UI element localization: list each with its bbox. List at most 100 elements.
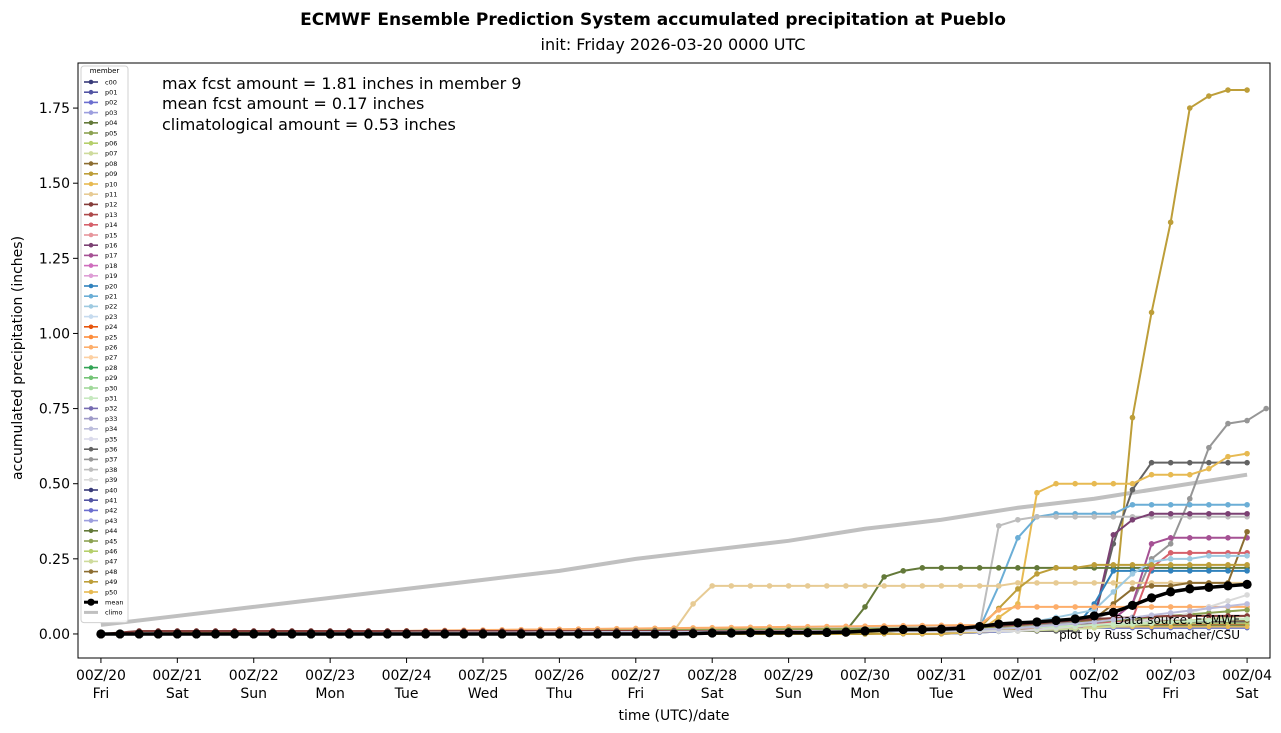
plot-frame	[77, 62, 1271, 659]
x-tick-label-day: Mon	[315, 686, 345, 702]
legend-entry-p13: p13	[84, 211, 117, 219]
plot-area	[96, 87, 1269, 639]
point-p11	[900, 583, 907, 589]
legend-entry-p08: p08	[84, 160, 117, 168]
mean-point	[1223, 581, 1233, 591]
legend-marker	[88, 232, 94, 238]
point-p21	[1206, 501, 1212, 508]
legend-label: p32	[105, 405, 117, 413]
point-p11	[690, 601, 696, 607]
legend-entry-p20: p20	[84, 282, 117, 290]
point-p10	[1110, 480, 1117, 487]
legend-label: p44	[105, 527, 117, 535]
point-p22	[1225, 553, 1231, 559]
point-p14	[1167, 550, 1174, 556]
point-p09	[1167, 219, 1174, 226]
mean-point	[440, 629, 450, 639]
point-p11	[919, 583, 926, 589]
point-p49	[1053, 565, 1059, 571]
point-p50	[1244, 624, 1250, 630]
legend-entry-p04: p04	[84, 119, 117, 127]
point-p16	[1129, 516, 1136, 523]
legend-entry-p25: p25	[84, 333, 117, 341]
legend-entry-p06: p06	[84, 140, 117, 148]
mean-point	[764, 628, 775, 638]
legend-entry-p42: p42	[84, 507, 117, 515]
x-tick-label-time: 00Z/03	[1146, 668, 1196, 684]
point-p10	[1129, 480, 1136, 487]
legend-label: p40	[105, 486, 117, 494]
y-tick-label: 0.25	[39, 552, 70, 568]
legend-marker	[88, 559, 94, 564]
legend-marker	[88, 477, 94, 483]
legend-label: p28	[105, 364, 117, 372]
legend-label: mean	[105, 599, 123, 607]
point-p37	[1206, 444, 1212, 451]
x-tick-label-time: 00Z/22	[229, 668, 279, 684]
point-p45	[1244, 607, 1250, 613]
point-p22	[1206, 553, 1212, 559]
point-p34	[1206, 605, 1212, 612]
legend-entry-c00: c00	[84, 78, 117, 86]
legend-entry-p44: p44	[84, 527, 117, 535]
legend-marker	[88, 140, 94, 146]
point-p16	[1225, 510, 1231, 517]
legend-marker	[88, 334, 94, 340]
legend-entry-p01: p01	[84, 89, 117, 97]
legend-label: p35	[105, 435, 117, 443]
legend-marker	[88, 538, 94, 544]
legend-label: p48	[105, 568, 117, 576]
legend-label: p10	[105, 180, 117, 188]
mean-point	[134, 629, 144, 639]
point-p17	[1225, 534, 1231, 541]
point-p34	[1167, 610, 1174, 616]
y-tick-label: 1.75	[39, 101, 70, 117]
y-axis-label: accumulated precipitation (inches)	[10, 236, 26, 480]
x-tick-label-day: Mon	[850, 686, 880, 702]
x-tick-label-day: Tue	[394, 686, 419, 702]
x-tick-label-time: 00Z/20	[76, 668, 126, 684]
point-p11	[862, 583, 868, 589]
point-p49	[1072, 565, 1078, 571]
y-tick-label: 0.50	[39, 477, 70, 493]
legend-marker	[88, 222, 94, 228]
point-p11	[1034, 580, 1040, 586]
point-p16	[1206, 510, 1212, 517]
series-p36	[98, 459, 1250, 637]
point-p04	[976, 565, 983, 571]
point-p49	[1206, 562, 1212, 568]
legend-marker	[88, 375, 94, 381]
credit-block: Data source: ECMWF plot by Russ Schumach…	[1059, 613, 1240, 642]
legend-marker	[88, 89, 94, 95]
legend-entry-p02: p02	[84, 99, 117, 107]
mean-point	[1089, 611, 1099, 621]
point-p10	[1167, 471, 1174, 478]
point-p10	[995, 614, 1002, 621]
mean-point	[707, 628, 717, 638]
legend-marker	[88, 314, 94, 319]
point-p21	[1129, 501, 1136, 508]
legend-marker	[88, 528, 94, 534]
point-p08	[1244, 528, 1250, 535]
point-p11	[995, 583, 1002, 589]
legend-marker	[88, 569, 94, 574]
point-p49	[1186, 562, 1193, 568]
mean-point	[745, 628, 756, 638]
legend-label: p41	[105, 497, 117, 505]
point-p11	[709, 583, 716, 589]
x-tick-label-day: Thu	[1080, 686, 1107, 702]
point-p08	[1186, 580, 1193, 586]
legend-marker	[88, 273, 94, 279]
point-p34	[1110, 616, 1117, 623]
mean-point	[382, 629, 393, 639]
point-p38	[1034, 513, 1040, 520]
x-tick-label-time: 00Z/02	[1069, 668, 1119, 684]
legend-label: p36	[105, 446, 117, 454]
point-p39	[1244, 592, 1250, 598]
point-p26	[1091, 604, 1098, 610]
point-p37	[1244, 417, 1250, 424]
legend-marker	[88, 395, 94, 401]
point-p50	[1187, 624, 1193, 630]
legend-entry-p45: p45	[84, 537, 117, 545]
legend-marker	[88, 324, 94, 330]
